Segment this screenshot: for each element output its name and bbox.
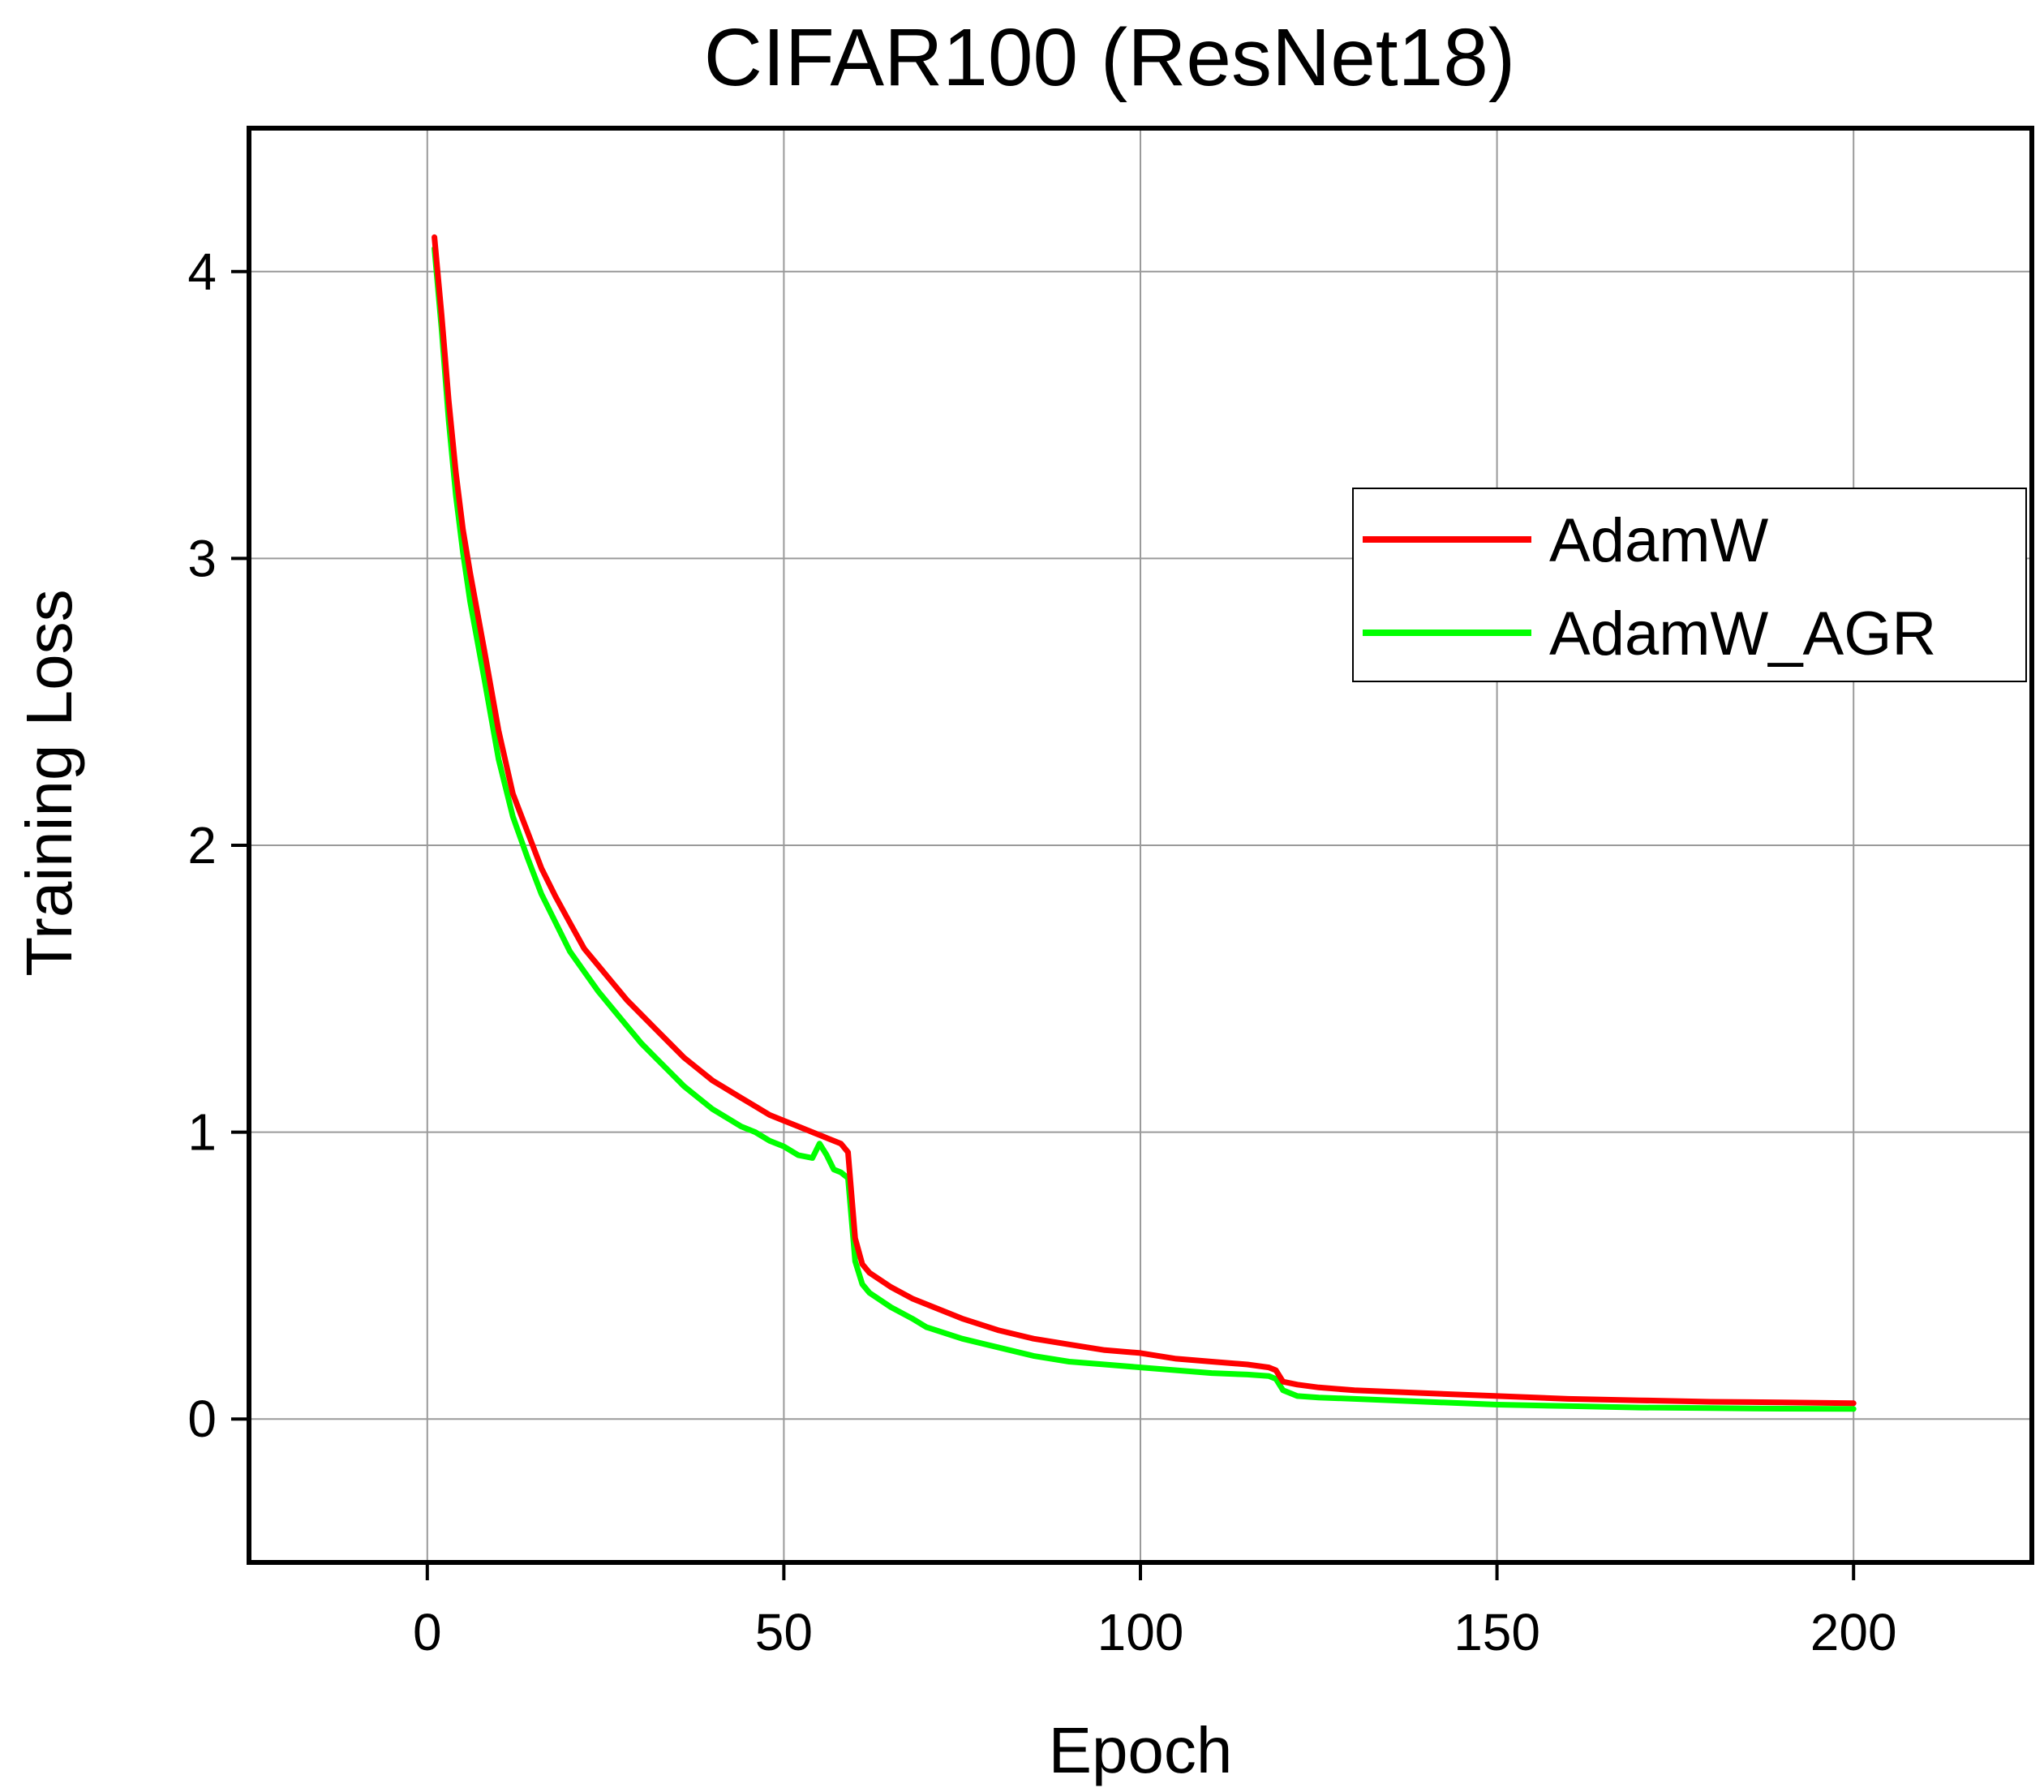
legend-label-adamw: AdamW xyxy=(1549,506,1769,575)
ticks: 0 50 100 150 200 0 1 2 3 4 xyxy=(187,243,1896,1661)
y-tick-label: 0 xyxy=(187,1390,217,1448)
legend-label-adamw-agr: AdamW_AGR xyxy=(1549,599,1936,668)
series-line-adamw xyxy=(432,234,1857,1407)
y-tick-label: 4 xyxy=(187,243,217,301)
x-tick-label: 100 xyxy=(1097,1603,1184,1661)
y-tick-label: 3 xyxy=(187,529,217,587)
legend: AdamW AdamW_AGR xyxy=(1352,488,2027,682)
legend-box xyxy=(1352,488,2027,682)
x-tick-label: 0 xyxy=(413,1603,442,1661)
x-tick-label: 200 xyxy=(1810,1603,1897,1661)
x-tick-label: 150 xyxy=(1454,1603,1540,1661)
x-axis-label: Epoch xyxy=(1049,1714,1233,1786)
y-tick-label: 1 xyxy=(187,1103,217,1162)
series-layer xyxy=(432,234,1857,1412)
grid xyxy=(249,128,2032,1562)
y-axis-label: Training Loss xyxy=(13,589,85,976)
chart-title: CIFAR100 (ResNet18) xyxy=(704,12,1515,103)
series-line-adamw-agr xyxy=(432,246,1857,1412)
y-tick-label: 2 xyxy=(187,816,217,875)
x-tick-label: 50 xyxy=(755,1603,813,1661)
